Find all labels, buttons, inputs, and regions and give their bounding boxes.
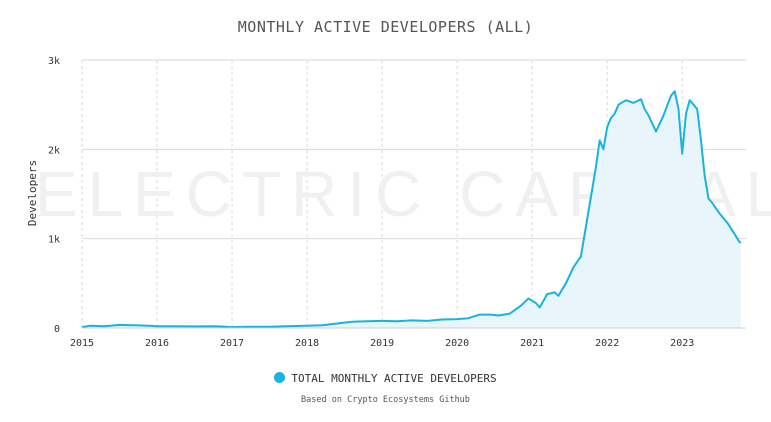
chart-title: MONTHLY ACTIVE DEVELOPERS (ALL): [237, 18, 534, 36]
x-tick-label: 2019: [370, 338, 394, 349]
area-fill: [82, 91, 741, 328]
x-tick-label: 2015: [70, 338, 94, 349]
legend-label: TOTAL MONTHLY ACTIVE DEVELOPERS: [291, 372, 497, 385]
x-tick-label: 2016: [145, 338, 169, 349]
x-tick-label: 2017: [220, 338, 244, 349]
legend: TOTAL MONTHLY ACTIVE DEVELOPERS: [0, 372, 771, 385]
source-note: Based on Crypto Ecosystems Github: [301, 395, 470, 405]
x-tick-label: 2022: [595, 338, 619, 349]
y-axis-label: Developers: [26, 160, 39, 226]
x-tick-label: 2021: [520, 338, 544, 349]
series-line: [81, 90, 742, 329]
x-tick-label: 2018: [295, 338, 319, 349]
x-tick-label: 2020: [445, 338, 469, 349]
y-tick-label: 2k: [48, 145, 60, 156]
axes: 0 1k 2k 3k 2015 2016 2017 2018 2019 2020 2021 2022 2…: [48, 56, 746, 349]
legend-swatch: [274, 372, 286, 383]
x-tick-label: 2023: [670, 338, 694, 349]
y-tick-label: 1k: [48, 235, 60, 246]
y-tick-label: 3k: [48, 56, 60, 67]
y-tick-label: 0: [54, 324, 60, 335]
